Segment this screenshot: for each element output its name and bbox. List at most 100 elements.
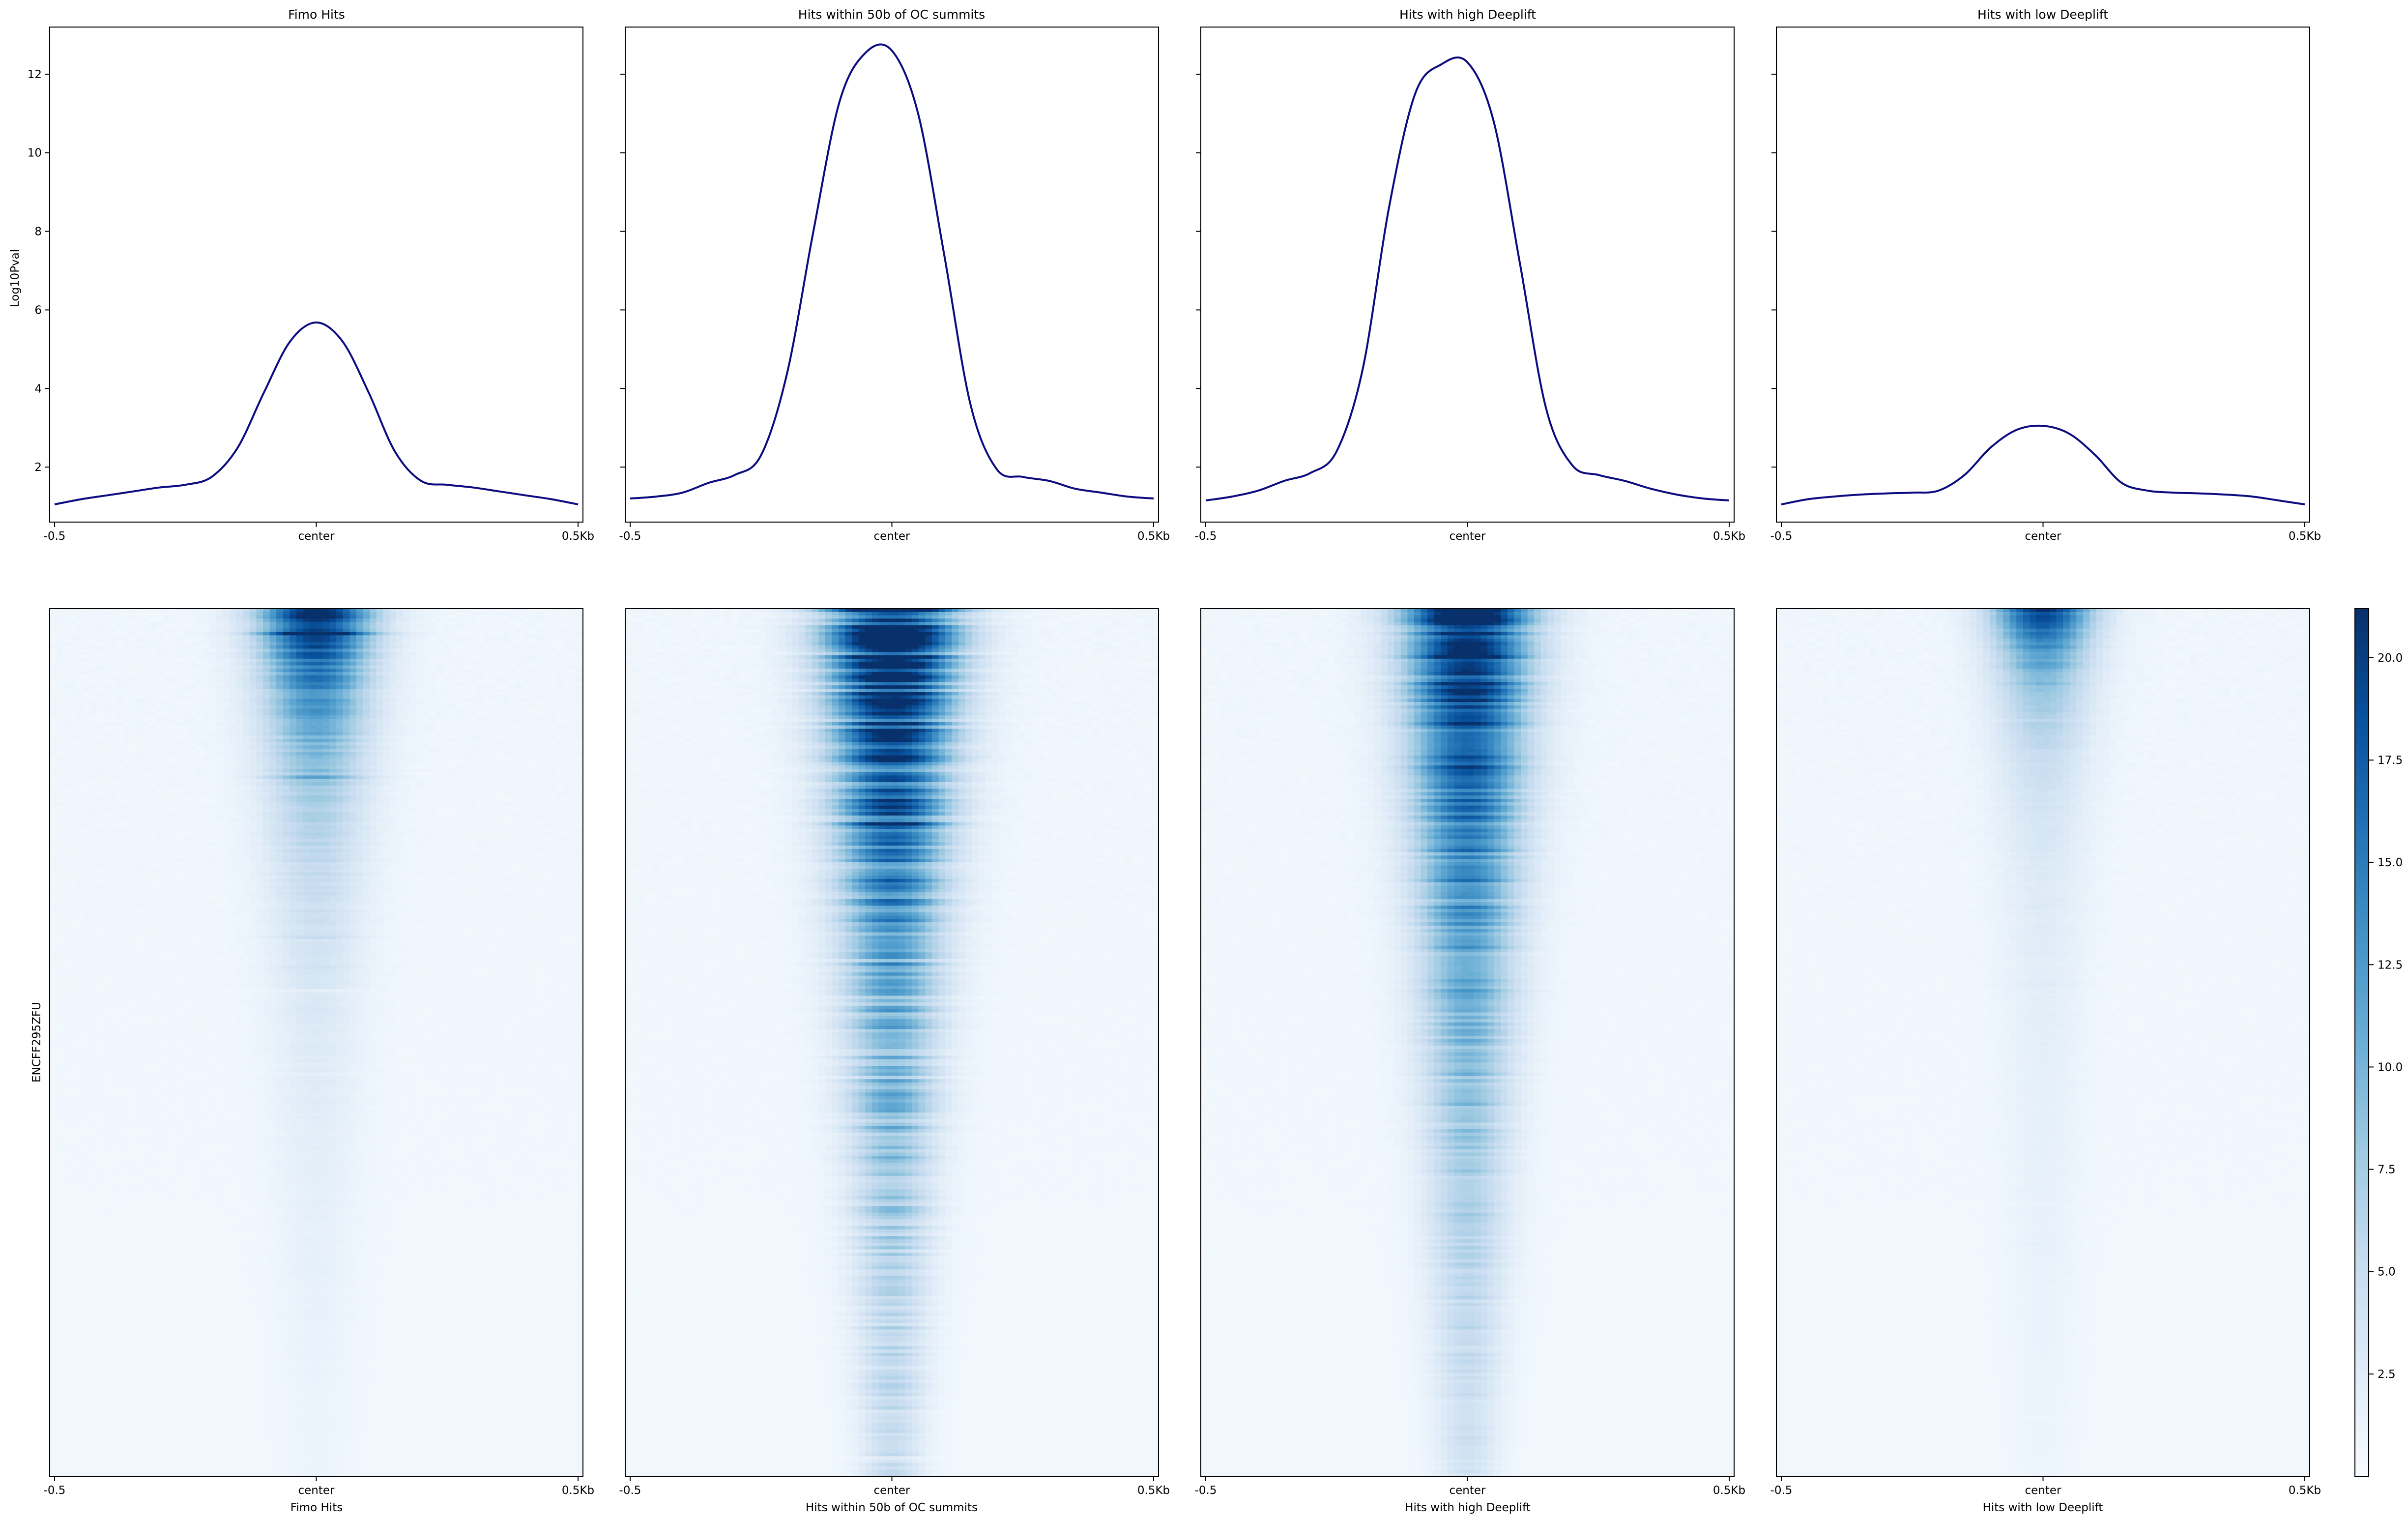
heatmap-cell [390,655,397,659]
heatmap-cell [409,659,416,662]
heatmap-cell [50,662,57,666]
heatmap-cell [456,635,463,639]
heatmap-cell [450,652,457,655]
heatmap-cell [336,669,343,672]
heatmap-cell [503,662,510,666]
heatmap-cell [163,609,170,612]
heatmap-cell [377,642,383,645]
heatmap-cell [176,662,183,666]
heatmap-cell [276,615,283,619]
heatmap-cell [190,609,197,612]
heatmap-cell [356,669,363,672]
heatmap-cell [50,629,57,632]
heatmap-cell [463,659,470,662]
heatmap-cell [370,669,377,672]
heatmap-cell [516,639,523,642]
heatmap-cell [343,622,350,625]
heatmap-cell [143,642,150,645]
heatmap-cell [556,642,563,645]
heatmap-cell [183,618,190,622]
heatmap-cell [570,615,577,619]
heatmap-cell [263,612,270,615]
heatmap-cell [323,639,330,642]
heatmap-cell [496,652,503,655]
heatmap-cell [243,612,250,615]
heatmap-cell [469,645,476,649]
heatmap-cell [263,642,270,645]
heatmap-cell [443,622,450,625]
heatmap-cell [390,642,397,645]
heatmap-cell [76,642,83,645]
heatmap-cell [276,642,283,645]
heatmap-cell [183,642,190,645]
heatmap-cell [63,639,70,642]
heatmap-cell [523,662,530,666]
heatmap-cell [216,635,223,639]
heatmap-cell [436,632,443,636]
heatmap-cell [456,625,463,629]
heatmap-cell [196,615,203,619]
heatmap-cell [536,645,543,649]
heatmap-cell [263,648,270,652]
heatmap-cell [396,662,403,666]
heatmap-cell [50,625,57,629]
heatmap-cell [170,632,176,636]
heatmap-cell [203,669,210,672]
heatmap-cell [383,609,390,612]
heatmap-cell [503,625,510,629]
heatmap-cell [416,625,423,629]
heatmap-cell [130,662,137,666]
heatmap-cell [317,659,323,662]
heatmap-cell [230,642,236,645]
heatmap-cell [490,652,496,655]
heatmap-cell [103,648,110,652]
heatmap-cell [330,625,337,629]
heatmap-cell [416,622,423,625]
heatmap-cell [363,652,370,655]
heatmap-cell [323,622,330,625]
heatmap-cell [116,625,123,629]
heatmap-cell [450,632,457,636]
heatmap-cell [550,618,556,622]
heatmap-cell [563,645,570,649]
heatmap-cell [543,615,550,619]
heatmap-cell [263,662,270,666]
heatmap-cell [103,645,110,649]
heatmap-cell [330,615,337,619]
heatmap-cell [263,665,270,669]
heatmap-cell [203,609,210,612]
heatmap-cell [570,639,577,642]
heatmap-cell [70,622,77,625]
heatmap-cell [416,642,423,645]
heatmap-cell [363,662,370,666]
heatmap-cell [323,665,330,669]
heatmap-cell [390,665,397,669]
heatmap-cell [270,665,277,669]
heatmap-cell [116,635,123,639]
heatmap-cell [330,612,337,615]
heatmap-cell [510,639,517,642]
heatmap-cell [370,632,377,636]
heatmap-cell [236,615,243,619]
heatmap-cell [103,642,110,645]
heatmap-cell [63,629,70,632]
heatmap-cell [343,662,350,666]
heatmap-cell [390,629,397,632]
heatmap-cell [296,632,303,636]
heatmap-cell [70,642,77,645]
heatmap-cell [283,635,290,639]
heatmap-cell [456,612,463,615]
heatmap-cell [196,618,203,622]
heatmap-cell [290,625,296,629]
heatmap-cell [176,665,183,669]
heatmap-cell [423,629,430,632]
heatmap-cell [409,662,416,666]
heatmap-cell [456,662,463,666]
heatmap-cell [89,632,96,636]
heatmap-cell [370,652,377,655]
heatmap-cell [163,629,170,632]
heatmap-cell [170,652,176,655]
heatmap-cell [550,648,556,652]
heatmap-cell [456,642,463,645]
heatmap-cell [149,655,156,659]
